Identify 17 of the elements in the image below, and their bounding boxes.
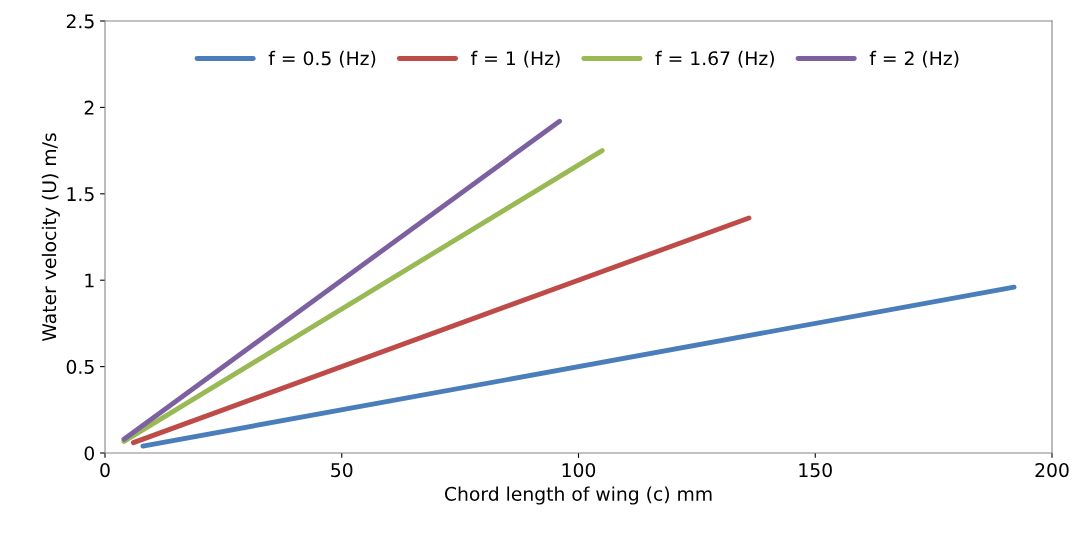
x-axis-title: Chord length of wing (c) mm [444, 486, 712, 505]
legend-label: f = 0.5 (Hz) [268, 50, 376, 68]
y-axis-title: Water velocity (U) m/s [41, 133, 60, 342]
legend-label: f = 1.67 (Hz) [655, 50, 774, 68]
x-tick-label: 0 [100, 463, 110, 478]
y-tick-label: 1 [85, 273, 94, 288]
y-tick-label: 2.5 [66, 14, 94, 29]
x-tick-label: 200 [1035, 463, 1069, 478]
legend-label: f = 2 (Hz) [869, 50, 959, 68]
x-tick-label: 150 [799, 463, 832, 478]
x-tick-label: 100 [562, 463, 596, 478]
y-tick-label: 2 [84, 100, 94, 115]
legend-label: f = 1 (Hz) [471, 50, 560, 68]
y-tick-label: 1.5 [67, 187, 94, 202]
y-tick-label: 0.5 [66, 359, 94, 374]
x-tick-label: 50 [331, 463, 353, 478]
y-tick-label: 0 [84, 446, 95, 461]
